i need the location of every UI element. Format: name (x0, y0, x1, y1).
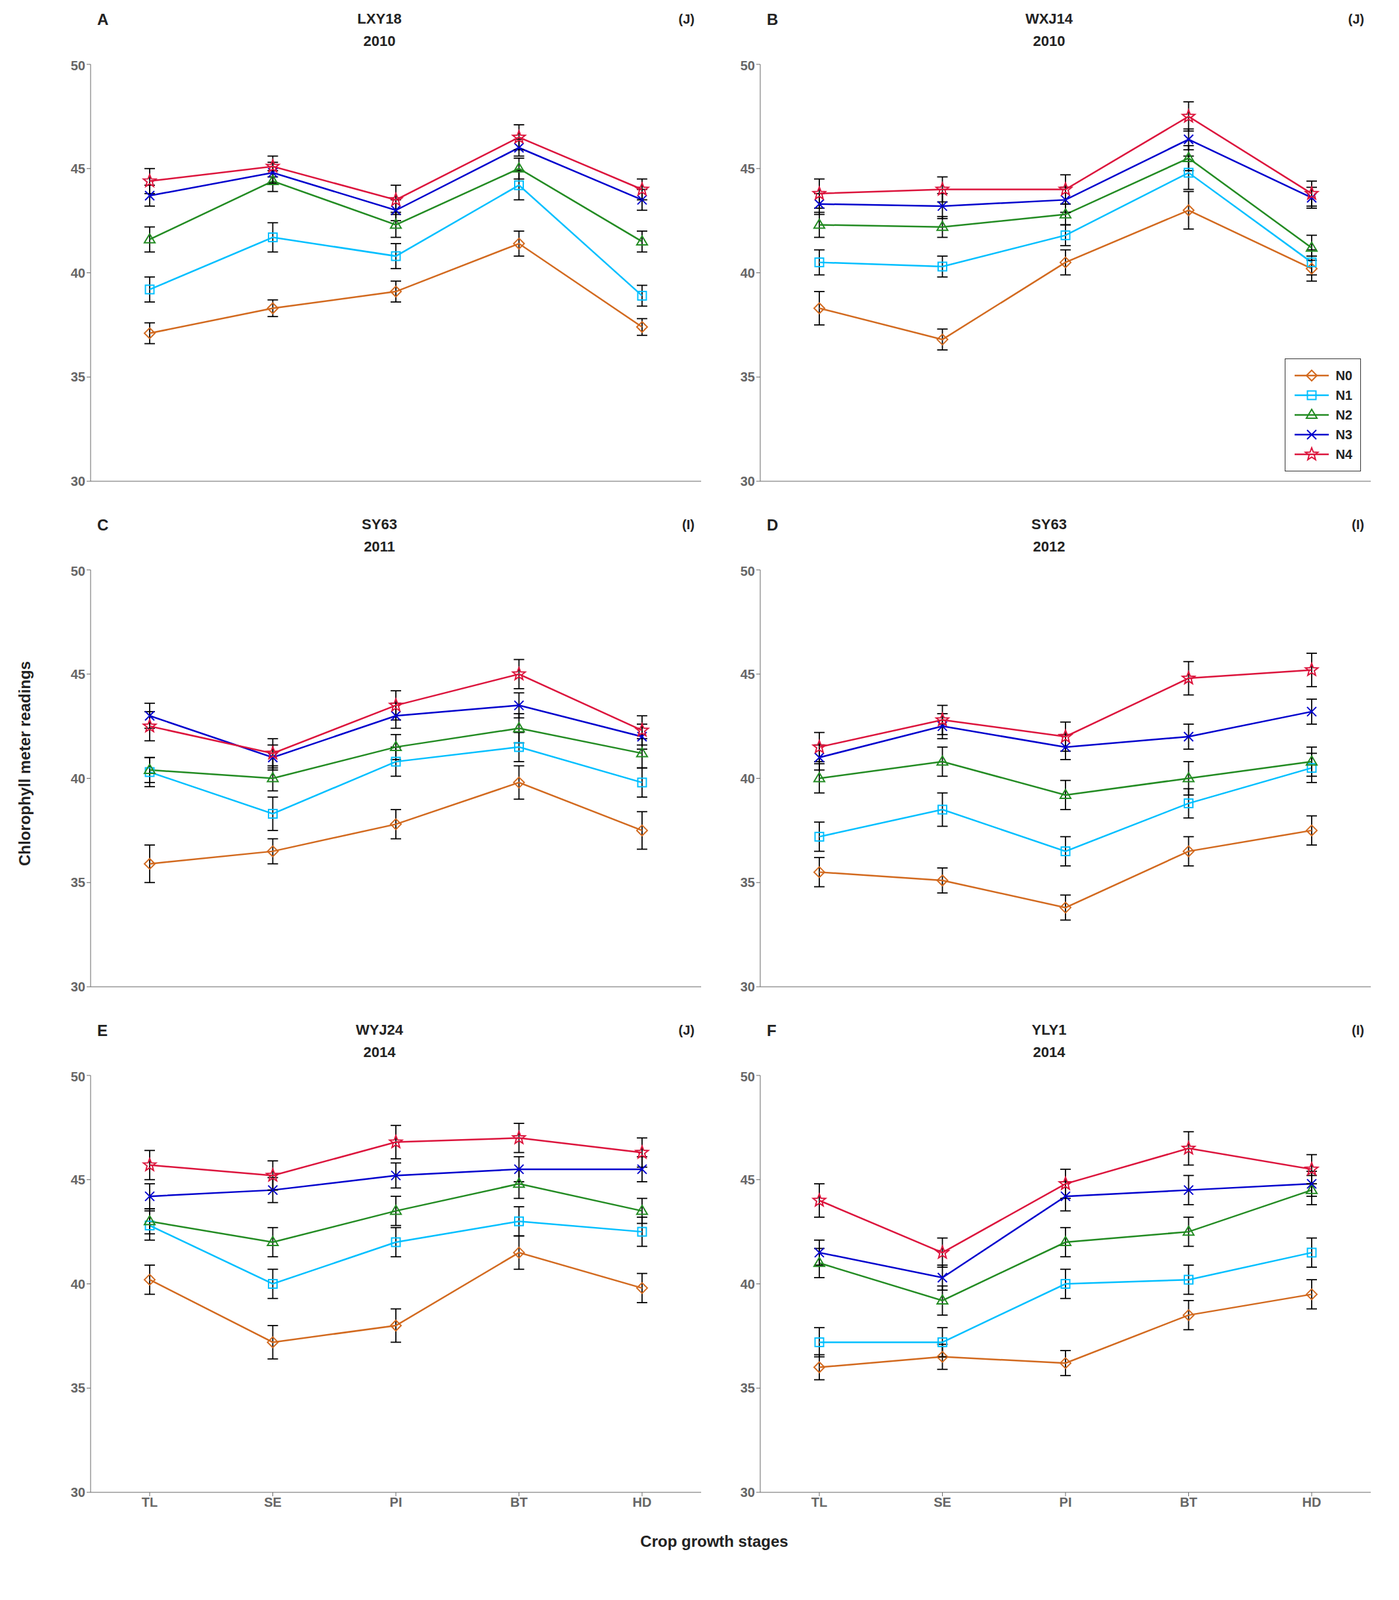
html-text:2014: 2014 (363, 1043, 396, 1061)
html-text:2012: 2012 (1033, 538, 1066, 555)
html-text:(J): (J) (1348, 11, 1365, 27)
html-text:(J): (J) (678, 1022, 695, 1038)
svg-text:30: 30 (740, 979, 755, 994)
svg-text:50: 50 (70, 1069, 86, 1084)
html-text:Crop growth stages: Crop growth stages (640, 1532, 789, 1550)
html-text:N1: N1 (1335, 387, 1353, 403)
svg-text:35: 35 (70, 1380, 86, 1396)
svg-text:TL: TL (811, 1494, 828, 1510)
html-text:F: F (766, 1021, 777, 1040)
html-text:YLY1: YLY1 (1031, 1021, 1067, 1038)
html-text:B: B (766, 10, 779, 29)
svg-text:PI: PI (1059, 1494, 1073, 1510)
html-text:(I): (I) (1351, 1022, 1365, 1038)
svg-text:40: 40 (740, 265, 755, 281)
svg-text:HD: HD (632, 1494, 652, 1510)
svg-text:35: 35 (70, 369, 86, 385)
svg-text:40: 40 (70, 265, 86, 281)
svg-text:40: 40 (740, 771, 755, 786)
svg-text:50: 50 (70, 563, 86, 579)
svg-text:40: 40 (70, 771, 86, 786)
svg-text:45: 45 (740, 1172, 755, 1187)
html-text:(I): (I) (682, 517, 695, 532)
svg-text:30: 30 (70, 473, 86, 489)
html-text:N3: N3 (1335, 427, 1353, 442)
svg-text:30: 30 (740, 473, 755, 489)
svg-text:40: 40 (70, 1276, 86, 1292)
svg-text:35: 35 (70, 875, 86, 890)
html-text:Chlorophyll meter readings: Chlorophyll meter readings (15, 661, 34, 866)
html-text:SY63: SY63 (361, 516, 398, 533)
html-text:2011: 2011 (363, 538, 396, 555)
svg-text:30: 30 (70, 979, 86, 994)
svg-text:50: 50 (740, 58, 755, 73)
svg-text:45: 45 (70, 161, 86, 176)
svg-text:50: 50 (70, 58, 86, 73)
svg-text:50: 50 (740, 1069, 755, 1084)
svg-text:40: 40 (740, 1276, 755, 1292)
html-text:(I): (I) (1351, 517, 1365, 532)
svg-text:35: 35 (740, 369, 755, 385)
html-text:WYJ24: WYJ24 (355, 1021, 404, 1038)
svg-text:35: 35 (740, 875, 755, 890)
html-text:SY63: SY63 (1031, 516, 1067, 533)
svg-text:PI: PI (389, 1494, 403, 1510)
html-text:C: C (97, 516, 109, 534)
svg-text:35: 35 (740, 1380, 755, 1396)
html-text:2014: 2014 (1033, 1043, 1066, 1061)
html-text:LXY18: LXY18 (357, 10, 402, 27)
svg-text:45: 45 (70, 1172, 86, 1187)
svg-text:30: 30 (740, 1485, 755, 1500)
html-text:WXJ14: WXJ14 (1025, 10, 1073, 27)
svg-text:30: 30 (70, 1485, 86, 1500)
html-text:N2: N2 (1335, 407, 1353, 422)
html-text:(J): (J) (678, 11, 695, 27)
svg-text:45: 45 (740, 667, 755, 682)
svg-text:BT: BT (510, 1494, 528, 1510)
html-text:2010: 2010 (1033, 32, 1066, 50)
svg-text:SE: SE (933, 1494, 952, 1510)
svg-text:TL: TL (141, 1494, 158, 1510)
svg-text:50: 50 (740, 563, 755, 579)
html-text:2010: 2010 (363, 32, 396, 50)
svg-text:SE: SE (263, 1494, 282, 1510)
svg-text:45: 45 (740, 161, 755, 176)
svg-text:45: 45 (70, 667, 86, 682)
html-text:A: A (97, 10, 109, 29)
svg-text:HD: HD (1302, 1494, 1322, 1510)
html-text:D: D (766, 516, 779, 534)
html-text:E: E (97, 1021, 108, 1040)
html-text:N0: N0 (1335, 367, 1353, 383)
svg-text:BT: BT (1179, 1494, 1198, 1510)
html-text:N4: N4 (1335, 446, 1353, 462)
